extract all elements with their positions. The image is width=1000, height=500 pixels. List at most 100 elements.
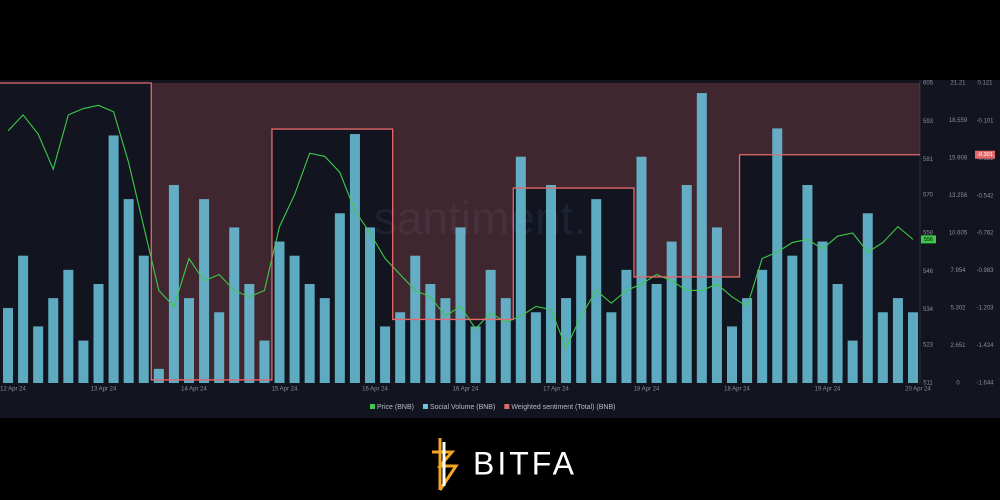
price-tick-label: 605 bbox=[923, 81, 934, 87]
volume-bar bbox=[908, 312, 918, 383]
volume-bar bbox=[108, 135, 119, 383]
volume-bar bbox=[485, 269, 496, 383]
volume-bar bbox=[727, 326, 737, 383]
sentiment-tick-label: -0.322 bbox=[976, 156, 994, 162]
x-tick-label: 18 Apr 24 bbox=[724, 387, 750, 393]
volume-bar bbox=[440, 298, 451, 383]
sentiment-line bbox=[0, 82, 920, 381]
price-tick-label: 534 bbox=[923, 307, 934, 313]
price-line bbox=[7, 104, 914, 350]
legend-swatch bbox=[504, 404, 510, 409]
volume-bar bbox=[470, 326, 481, 383]
volume-tick-label: 2.651 bbox=[950, 343, 966, 349]
volume-bar bbox=[877, 312, 888, 383]
volume-bar bbox=[48, 298, 59, 383]
volume-bar bbox=[349, 134, 360, 383]
volume-bar bbox=[606, 312, 617, 383]
volume-bar bbox=[576, 255, 587, 383]
volume-bar bbox=[229, 227, 240, 383]
volume-bar bbox=[455, 227, 466, 383]
price-tick-label: 581 bbox=[923, 157, 934, 163]
x-tick-label: 19 Apr 24 bbox=[815, 387, 841, 393]
volume-bar bbox=[244, 283, 255, 383]
volume-bar bbox=[18, 255, 29, 383]
price-tick-label: 523 bbox=[923, 342, 934, 348]
volume-bar bbox=[636, 156, 647, 383]
volume-tick-label: 5.302 bbox=[950, 306, 966, 312]
x-tick-label: 13 Apr 24 bbox=[91, 387, 117, 393]
price-tag-label: 556 bbox=[924, 237, 933, 243]
sentiment-tick-label: -0.762 bbox=[976, 231, 994, 237]
volume-bar bbox=[259, 340, 270, 383]
volume-bar bbox=[561, 298, 572, 383]
volume-bar bbox=[289, 255, 300, 383]
volume-bar bbox=[500, 298, 511, 383]
volume-bar bbox=[425, 283, 436, 383]
volume-bar bbox=[802, 184, 813, 383]
x-tick-label: 20 Apr 24 bbox=[905, 387, 931, 393]
volume-bar bbox=[787, 255, 798, 383]
legend-label: Price (BNB) bbox=[377, 404, 414, 411]
x-tick-label: 16 Apr 24 bbox=[362, 387, 388, 393]
volume-tick-label: 7.954 bbox=[950, 268, 966, 274]
volume-bar bbox=[651, 283, 662, 383]
volume-bar bbox=[546, 184, 556, 383]
volume-bar bbox=[319, 298, 330, 383]
x-tick-label: 17 Apr 24 bbox=[543, 387, 569, 393]
legend-swatch bbox=[422, 404, 428, 409]
volume-bar bbox=[274, 241, 285, 383]
x-tick-label: 12 Apr 24 bbox=[0, 387, 26, 393]
x-tick-label: 16 Apr 24 bbox=[453, 387, 479, 393]
legend-label: Weighted sentiment (Total) (BNB) bbox=[511, 404, 615, 411]
volume-bar bbox=[515, 156, 526, 383]
volume-tick-label: 0 bbox=[956, 381, 960, 387]
volume-bar bbox=[365, 227, 375, 383]
volume-bar bbox=[93, 283, 104, 383]
volume-bar bbox=[832, 283, 843, 383]
volume-bar bbox=[138, 255, 149, 383]
brand-logo bbox=[432, 438, 459, 491]
volume-bar bbox=[184, 298, 194, 383]
volume-bar bbox=[153, 368, 164, 383]
volume-bar bbox=[772, 128, 783, 383]
volume-bar bbox=[334, 213, 345, 383]
sentiment-tick-label: -0.101 bbox=[976, 118, 994, 124]
volume-bar bbox=[380, 326, 391, 383]
sentiment-tick-label: -1.424 bbox=[976, 343, 994, 349]
sentiment-tick-label: 0.121 bbox=[977, 81, 993, 87]
volume-bar bbox=[817, 241, 828, 383]
volume-bar bbox=[530, 312, 541, 383]
volume-bar bbox=[33, 326, 44, 383]
brand-name: BITFA bbox=[473, 445, 577, 481]
volume-bar bbox=[666, 241, 677, 383]
volume-bar bbox=[711, 227, 722, 383]
price-tick-label: 558 bbox=[923, 231, 934, 237]
volume-tick-label: 13.256 bbox=[949, 193, 968, 199]
volume-bar bbox=[214, 312, 225, 383]
volume-bar bbox=[757, 269, 768, 383]
sentiment-tick-label: -0.983 bbox=[976, 268, 994, 274]
legend-label: Social Volume (BNB) bbox=[430, 404, 495, 411]
sentiment-tick-label: -0.542 bbox=[976, 193, 994, 199]
price-tick-label: 593 bbox=[923, 119, 934, 125]
price-tick-label: 570 bbox=[923, 192, 934, 198]
x-tick-label: 18 Apr 24 bbox=[634, 387, 660, 393]
volume-tick-label: 21.21 bbox=[950, 81, 966, 87]
volume-bar bbox=[78, 340, 89, 383]
volume-bar bbox=[168, 184, 179, 383]
sentiment-tick-label: -1.203 bbox=[976, 306, 994, 312]
sentiment-tag-label: -0.301 bbox=[977, 152, 993, 158]
volume-bar bbox=[3, 308, 13, 383]
volume-bar bbox=[696, 93, 707, 384]
volume-bar bbox=[892, 298, 903, 383]
volume-bar bbox=[123, 199, 134, 383]
volume-bar bbox=[63, 269, 74, 383]
volume-bar bbox=[304, 283, 315, 383]
sentiment-tag bbox=[975, 150, 995, 159]
legend-swatch bbox=[370, 404, 375, 409]
volume-bar bbox=[621, 269, 632, 383]
volume-tick-label: 18.559 bbox=[949, 118, 968, 124]
x-tick-label: 14 Apr 24 bbox=[181, 387, 207, 393]
